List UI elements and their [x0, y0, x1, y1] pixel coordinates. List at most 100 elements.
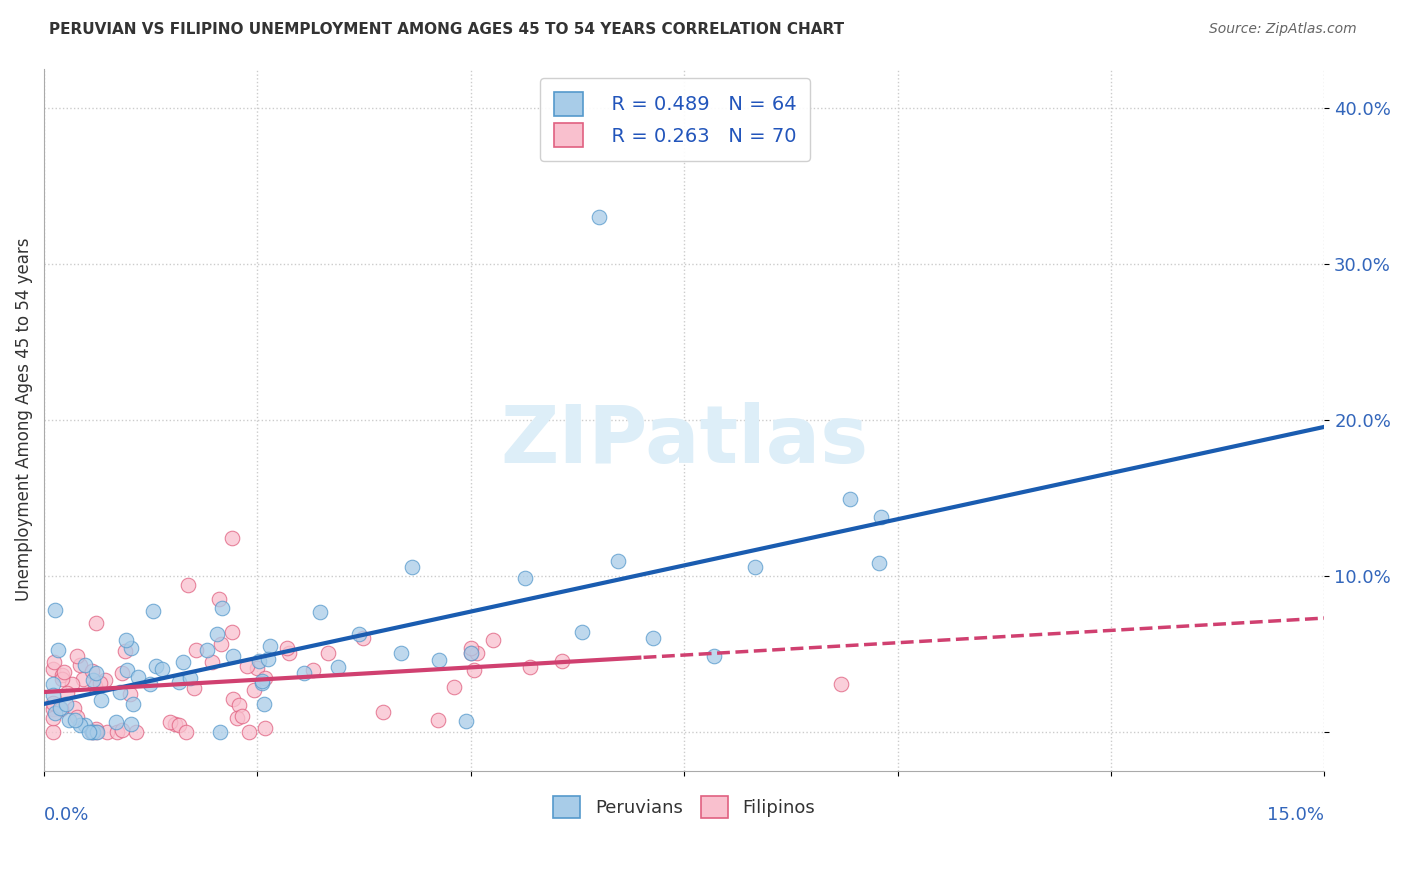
Point	[105, 724, 128, 739]
Point	[208, 591, 231, 606]
Point	[221, 691, 243, 706]
Point	[44, 706, 66, 720]
Point	[371, 705, 394, 719]
Point	[259, 640, 281, 654]
Point	[838, 491, 860, 506]
Point	[352, 631, 374, 645]
Point	[122, 697, 145, 711]
Point	[454, 714, 477, 728]
Point	[41, 662, 63, 676]
Point	[226, 711, 249, 725]
Point	[120, 717, 142, 731]
Point	[870, 510, 893, 524]
Point	[643, 631, 665, 645]
Point	[55, 686, 77, 700]
Point	[465, 646, 488, 660]
Point	[347, 626, 370, 640]
Point	[48, 643, 70, 657]
Point	[513, 571, 536, 585]
Point	[41, 688, 63, 702]
Point	[328, 659, 350, 673]
Point	[209, 637, 232, 651]
Point	[73, 658, 96, 673]
Point	[53, 665, 76, 680]
Point	[318, 646, 340, 660]
Text: ZIPatlas: ZIPatlas	[501, 401, 869, 480]
Point	[246, 661, 269, 675]
Point	[111, 666, 134, 681]
Point	[253, 671, 276, 685]
Point	[519, 660, 541, 674]
Point	[389, 646, 412, 660]
Point	[228, 698, 250, 713]
Point	[231, 708, 253, 723]
Point	[82, 724, 104, 739]
Point	[127, 670, 149, 684]
Point	[41, 701, 63, 715]
Point	[150, 662, 173, 676]
Point	[84, 616, 107, 631]
Text: 0.0%: 0.0%	[44, 805, 90, 824]
Point	[120, 641, 142, 656]
Point	[221, 531, 243, 545]
Point	[111, 723, 134, 737]
Point	[42, 655, 65, 669]
Point	[250, 673, 273, 688]
Text: 15.0%: 15.0%	[1267, 805, 1324, 824]
Text: Source: ZipAtlas.com: Source: ZipAtlas.com	[1209, 22, 1357, 37]
Point	[830, 677, 852, 691]
Point	[90, 693, 112, 707]
Point	[208, 724, 231, 739]
Point	[427, 653, 450, 667]
Point	[80, 664, 103, 678]
Point	[145, 659, 167, 673]
Point	[115, 632, 138, 647]
Point	[60, 676, 83, 690]
Point	[41, 711, 63, 725]
Point	[66, 648, 89, 663]
Point	[868, 556, 890, 570]
Point	[606, 554, 628, 568]
Point	[89, 676, 111, 690]
Point	[222, 648, 245, 663]
Point	[460, 640, 482, 655]
Point	[41, 724, 63, 739]
Point	[551, 654, 574, 668]
Point	[77, 724, 100, 739]
Point	[41, 696, 63, 710]
Point	[80, 724, 103, 739]
Point	[308, 605, 330, 619]
Point	[165, 717, 187, 731]
Point	[247, 654, 270, 668]
Point	[302, 663, 325, 677]
Point	[142, 603, 165, 617]
Point	[744, 559, 766, 574]
Point	[588, 210, 610, 224]
Point	[169, 674, 191, 689]
Point	[41, 676, 63, 690]
Point	[183, 681, 205, 696]
Point	[69, 718, 91, 732]
Point	[571, 624, 593, 639]
Point	[138, 677, 160, 691]
Point	[460, 646, 482, 660]
Point	[443, 680, 465, 694]
Point	[62, 701, 84, 715]
Point	[276, 640, 298, 655]
Point	[205, 626, 228, 640]
Point	[69, 657, 91, 672]
Point	[277, 646, 299, 660]
Point	[174, 724, 197, 739]
Point	[96, 724, 118, 739]
Point	[114, 644, 136, 658]
Point	[252, 675, 274, 690]
Point	[197, 642, 219, 657]
Point	[55, 698, 77, 712]
Point	[242, 683, 264, 698]
Point	[125, 724, 148, 739]
Point	[49, 701, 72, 715]
Point	[73, 718, 96, 732]
Point	[235, 658, 257, 673]
Point	[84, 680, 107, 694]
Point	[72, 672, 94, 686]
